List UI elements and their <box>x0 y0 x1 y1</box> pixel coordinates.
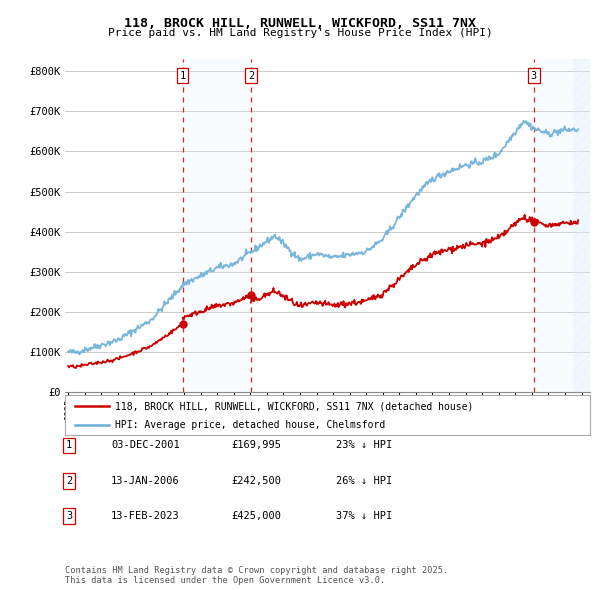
Text: 118, BROCK HILL, RUNWELL, WICKFORD, SS11 7NX: 118, BROCK HILL, RUNWELL, WICKFORD, SS11… <box>124 17 476 30</box>
Text: 26% ↓ HPI: 26% ↓ HPI <box>336 476 392 486</box>
Bar <box>573 59 590 392</box>
Text: 03-DEC-2001: 03-DEC-2001 <box>111 441 180 450</box>
Text: HPI: Average price, detached house, Chelmsford: HPI: Average price, detached house, Chel… <box>115 419 385 430</box>
Text: 3: 3 <box>530 71 537 81</box>
Text: 23% ↓ HPI: 23% ↓ HPI <box>336 441 392 450</box>
Text: 2: 2 <box>66 476 72 486</box>
Text: 3: 3 <box>66 512 72 521</box>
Text: 37% ↓ HPI: 37% ↓ HPI <box>336 512 392 521</box>
Text: Contains HM Land Registry data © Crown copyright and database right 2025.
This d: Contains HM Land Registry data © Crown c… <box>65 566 448 585</box>
Bar <box>534 59 590 392</box>
Text: £425,000: £425,000 <box>231 512 281 521</box>
Text: 2: 2 <box>248 71 254 81</box>
Bar <box>183 59 251 392</box>
Text: £242,500: £242,500 <box>231 476 281 486</box>
Text: 118, BROCK HILL, RUNWELL, WICKFORD, SS11 7NX (detached house): 118, BROCK HILL, RUNWELL, WICKFORD, SS11… <box>115 401 473 411</box>
Text: 1: 1 <box>66 441 72 450</box>
Text: 1: 1 <box>179 71 186 81</box>
Text: £169,995: £169,995 <box>231 441 281 450</box>
Text: 13-JAN-2006: 13-JAN-2006 <box>111 476 180 486</box>
Text: Price paid vs. HM Land Registry's House Price Index (HPI): Price paid vs. HM Land Registry's House … <box>107 28 493 38</box>
Text: 13-FEB-2023: 13-FEB-2023 <box>111 512 180 521</box>
